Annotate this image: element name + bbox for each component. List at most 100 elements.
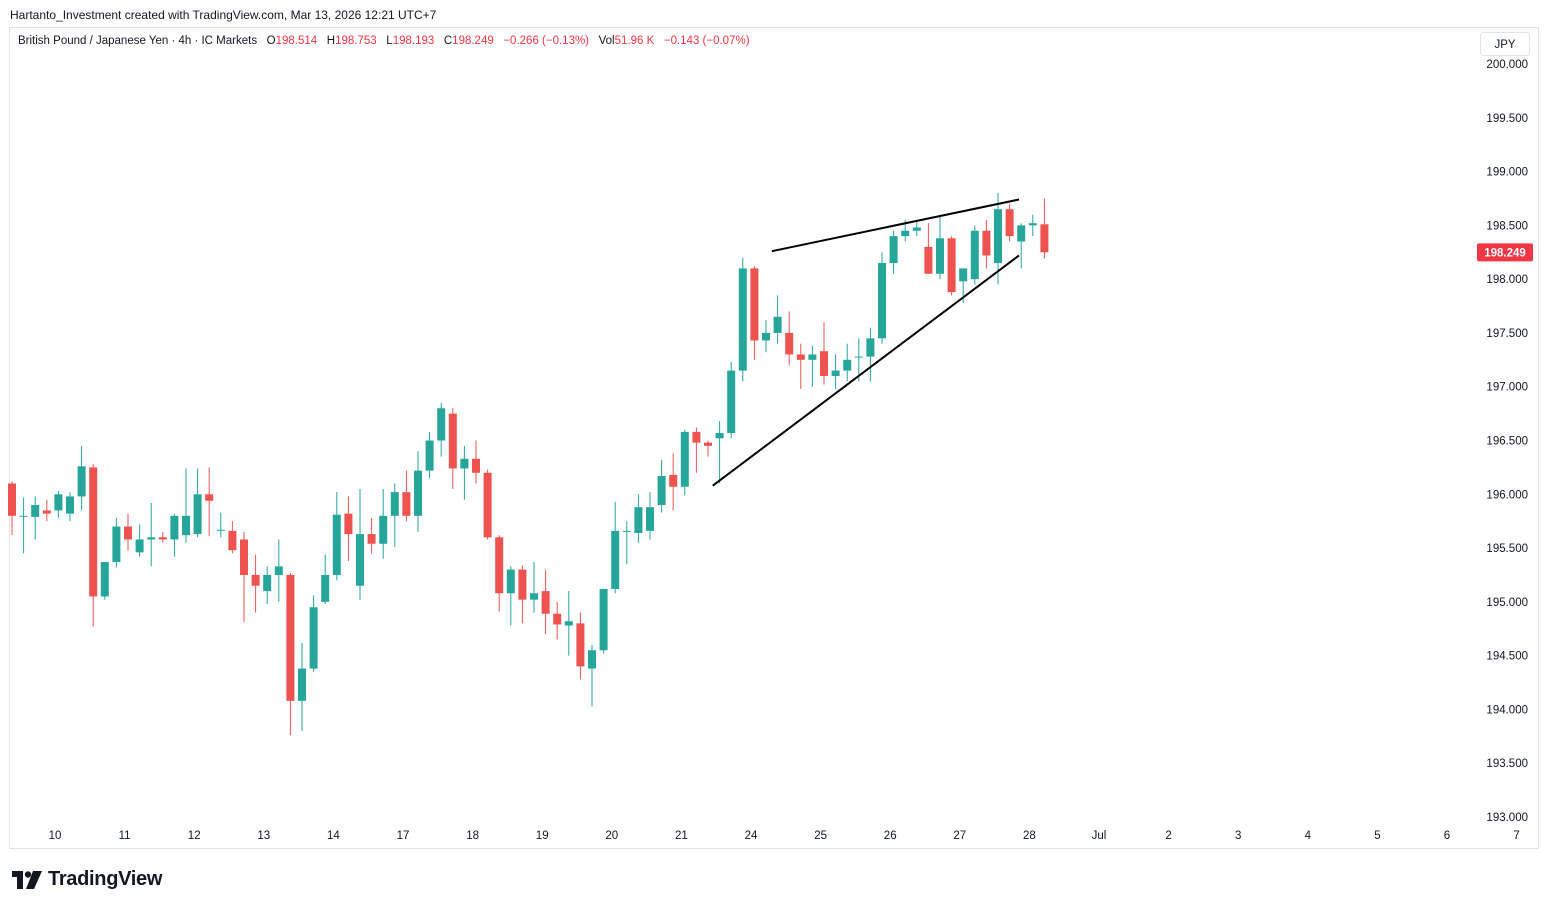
candle-body[interactable] (796, 354, 805, 360)
currency-button[interactable]: JPY (1480, 32, 1530, 56)
candle-body[interactable] (599, 588, 608, 651)
candle-body[interactable] (947, 238, 956, 293)
candle-body[interactable] (31, 505, 40, 517)
candle-body[interactable] (611, 530, 620, 589)
candle-body[interactable] (936, 238, 944, 274)
candle-body[interactable] (889, 236, 898, 264)
candle-body[interactable] (831, 370, 840, 376)
candle-body[interactable] (402, 492, 411, 516)
tradingview-logo[interactable]: TradingView (12, 868, 162, 891)
candle-body[interactable] (379, 515, 388, 544)
candle-body[interactable] (367, 534, 376, 544)
candle-body[interactable] (100, 562, 109, 597)
candle-body[interactable] (19, 515, 28, 517)
candle-body[interactable] (263, 574, 272, 592)
candle-body[interactable] (762, 332, 770, 341)
candle-body[interactable] (843, 359, 852, 371)
candle-body[interactable] (182, 515, 190, 536)
candle-body[interactable] (344, 513, 353, 535)
candle-body[interactable] (66, 496, 74, 514)
trendline-lower[interactable] (712, 254, 1020, 487)
candle-body[interactable] (727, 370, 736, 433)
candle-body[interactable] (309, 607, 318, 669)
candle-body[interactable] (750, 268, 759, 341)
candle-body[interactable] (994, 209, 1002, 264)
candle-body[interactable] (773, 316, 782, 333)
candle-body[interactable] (124, 526, 132, 540)
candle-body[interactable] (588, 650, 596, 669)
candle-body[interactable] (112, 526, 121, 563)
x-tick-label: 14 (327, 830, 340, 842)
candle-body[interactable] (1005, 209, 1014, 237)
candle-body[interactable] (506, 569, 515, 594)
candle-body[interactable] (738, 268, 747, 371)
candle-body[interactable] (216, 529, 225, 531)
candle-body[interactable] (89, 467, 98, 597)
candle-body[interactable] (866, 338, 875, 357)
candle-body[interactable] (553, 613, 562, 625)
candle-body[interactable] (912, 227, 921, 231)
candle-body[interactable] (332, 514, 341, 575)
candle-body[interactable] (669, 474, 678, 487)
candle-body[interactable] (530, 593, 538, 600)
candle-body[interactable] (680, 431, 689, 487)
candle-body[interactable] (634, 507, 643, 534)
candle-body[interactable] (437, 408, 446, 441)
candle-body[interactable] (820, 351, 828, 376)
candle-body[interactable] (808, 354, 817, 360)
candle-body[interactable] (8, 483, 16, 516)
candle-body[interactable] (158, 537, 167, 540)
candle-body[interactable] (54, 494, 63, 511)
candle-body[interactable] (982, 230, 991, 256)
candle-body[interactable] (321, 574, 330, 602)
candle-body[interactable] (959, 268, 968, 282)
candle-body[interactable] (286, 574, 295, 701)
x-tick-label: Jul (1092, 830, 1107, 842)
candle-body[interactable] (240, 539, 248, 575)
symbol-title[interactable]: British Pound / Japanese Yen · 4h · IC M… (18, 35, 258, 47)
candle-body[interactable] (901, 230, 910, 237)
candle-body[interactable] (448, 413, 457, 469)
candle-body[interactable] (193, 494, 202, 535)
candle-body[interactable] (622, 530, 631, 532)
candle-body[interactable] (298, 668, 306, 701)
chart-caption: Hartanto_Investment created with Trading… (10, 8, 437, 22)
candle-body[interactable] (1040, 224, 1049, 253)
candle-body[interactable] (205, 494, 214, 501)
candle-body[interactable] (576, 623, 585, 667)
candle-body[interactable] (541, 591, 550, 614)
candle-body[interactable] (518, 569, 527, 600)
candle-body[interactable] (390, 492, 399, 516)
candle-body[interactable] (704, 442, 712, 446)
candle-body[interactable] (356, 534, 364, 586)
candle-body[interactable] (425, 440, 434, 471)
candle-body[interactable] (657, 475, 666, 506)
candle-body[interactable] (274, 566, 283, 575)
candle-body[interactable] (170, 515, 179, 540)
candle-body[interactable] (460, 458, 469, 469)
candle-body[interactable] (147, 537, 156, 540)
candle-body[interactable] (924, 246, 933, 274)
candle-body[interactable] (495, 537, 504, 594)
candle-body[interactable] (42, 510, 51, 514)
candle-body[interactable] (77, 466, 86, 497)
candle-body[interactable] (878, 263, 886, 339)
candle-body[interactable] (564, 621, 573, 626)
candle-body[interactable] (251, 574, 260, 586)
candle-body[interactable] (715, 432, 724, 439)
candle-body[interactable] (472, 458, 480, 473)
candle-body[interactable] (228, 530, 237, 551)
candle-body[interactable] (646, 507, 654, 531)
candle-body[interactable] (854, 356, 863, 358)
y-tick-label: 200.000 (1486, 59, 1528, 71)
candle-body[interactable] (135, 539, 144, 553)
candle-body[interactable] (1028, 223, 1037, 226)
candle-body[interactable] (1017, 225, 1026, 242)
trendline-upper[interactable] (771, 198, 1020, 253)
candle-body[interactable] (483, 472, 492, 538)
candle-body[interactable] (970, 230, 979, 280)
candle-body[interactable] (692, 431, 701, 443)
candle-body[interactable] (785, 332, 794, 355)
candle-body[interactable] (414, 470, 422, 516)
